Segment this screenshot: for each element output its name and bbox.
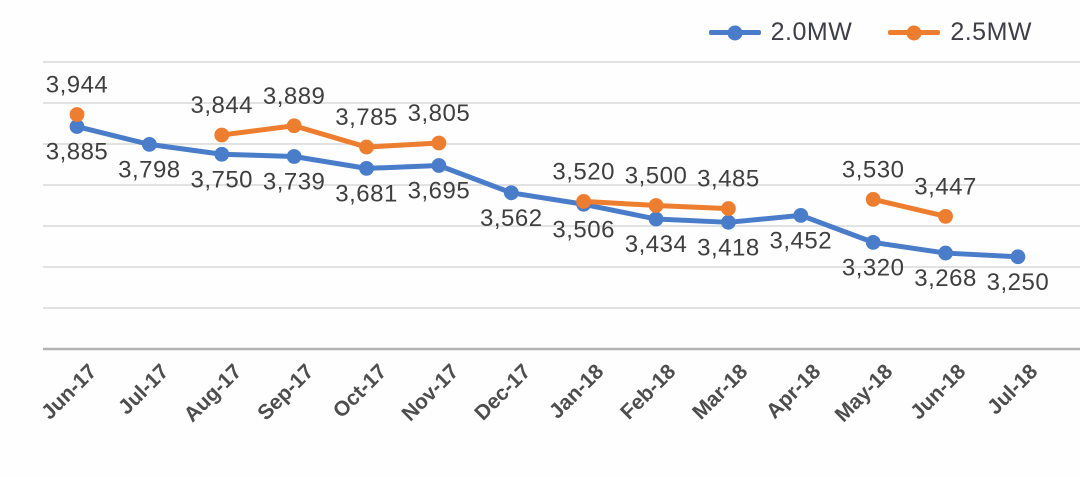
data-point[interactable] (576, 194, 592, 209)
data-label: 3,750 (190, 166, 253, 193)
data-point[interactable] (431, 135, 447, 151)
data-point[interactable] (286, 149, 302, 164)
data-point[interactable] (286, 118, 302, 134)
data-label: 3,562 (480, 205, 543, 232)
legend-dot-icon (906, 25, 922, 40)
data-label: 3,485 (697, 166, 760, 193)
series-line (219, 123, 442, 150)
data-label: 3,506 (552, 216, 615, 243)
data-label: 3,500 (625, 163, 688, 190)
data-point[interactable] (431, 158, 447, 173)
data-label: 3,530 (842, 156, 905, 183)
data-point[interactable] (1010, 249, 1026, 265)
data-label: 3,250 (987, 269, 1050, 296)
data-point[interactable] (648, 198, 664, 213)
data-point[interactable] (141, 137, 157, 152)
data-label: 3,520 (552, 158, 615, 185)
data-label: 3,681 (335, 180, 398, 207)
data-point[interactable] (865, 191, 881, 207)
data-point[interactable] (214, 127, 230, 143)
data-label: 3,805 (408, 100, 471, 127)
data-point[interactable] (938, 245, 953, 261)
data-label: 3,885 (46, 139, 109, 166)
data-point[interactable] (721, 201, 736, 216)
data-label: 3,434 (625, 231, 688, 258)
data-label: 3,798 (118, 156, 181, 183)
data-point[interactable] (648, 211, 664, 227)
data-point[interactable] (503, 185, 519, 201)
data-point[interactable] (69, 107, 85, 122)
data-label: 3,447 (914, 173, 977, 200)
data-label: 3,320 (842, 254, 905, 281)
data-label: 3,844 (190, 92, 253, 119)
data-label: 3,944 (46, 71, 109, 98)
chart-legend: 2.0MW 2.5MW (708, 18, 1032, 46)
data-point[interactable] (359, 160, 374, 176)
legend-line-marker-icon (888, 25, 941, 40)
data-point[interactable] (793, 207, 809, 223)
legend-item-2-5mw[interactable]: 2.5MW (888, 20, 1032, 45)
series-2.5MW: 3,944 3,844 3,889 3,785 3,805 3,520 3,500 3,485… (46, 71, 977, 224)
legend-dot-icon (727, 25, 743, 40)
data-label: 3,268 (914, 265, 977, 292)
data-point[interactable] (69, 119, 85, 134)
data-label: 3,889 (263, 83, 326, 110)
data-label: 3,452 (770, 227, 833, 254)
data-label: 3,739 (263, 169, 326, 196)
data-label: 3,785 (335, 104, 398, 131)
series-line (870, 196, 949, 219)
legend-label: 2.0MW (770, 18, 853, 46)
legend-item-2-0mw[interactable]: 2.0MW (708, 18, 853, 46)
data-point[interactable] (865, 235, 881, 250)
data-point[interactable] (214, 146, 230, 162)
legend-line-marker-icon (708, 25, 761, 40)
data-label: 3,695 (408, 178, 471, 205)
data-point[interactable] (359, 139, 374, 155)
series-2.0MW: 3,885 3,798 3,750 3,739 3,681 3,695 3,562 3,506… (46, 119, 1050, 296)
data-label: 3,418 (697, 234, 760, 261)
series-line (74, 124, 1021, 260)
data-point[interactable] (721, 214, 736, 230)
gridlines (43, 61, 1080, 351)
legend-label: 2.5MW (950, 18, 1032, 46)
data-point[interactable] (938, 208, 953, 224)
